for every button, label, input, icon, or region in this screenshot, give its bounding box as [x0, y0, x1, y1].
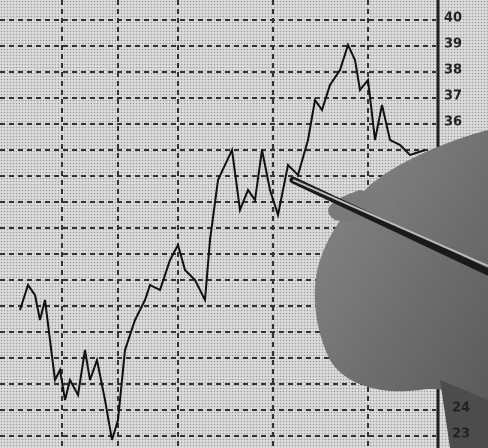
axis-labels: 40 39 38 37 36 24 23 — [444, 11, 470, 442]
axis-label: 36 — [444, 115, 462, 130]
axis-label: 24 — [452, 401, 470, 416]
hand — [314, 130, 488, 448]
price-line — [19, 42, 426, 441]
axis-label: 23 — [452, 427, 470, 442]
pen-highlight — [292, 179, 488, 267]
axis-label: 39 — [444, 37, 462, 52]
axis-label: 37 — [444, 89, 462, 104]
axis-label: 40 — [444, 11, 462, 26]
axis-label: 38 — [444, 63, 462, 78]
